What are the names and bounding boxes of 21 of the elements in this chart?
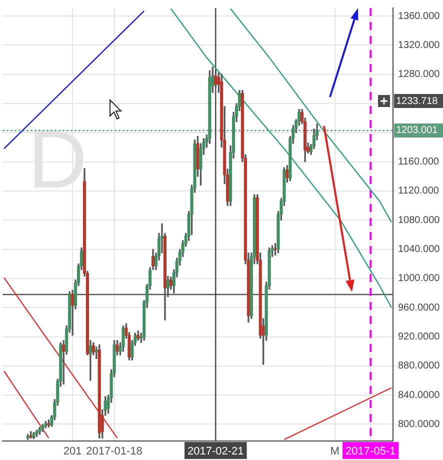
y-tick-label: 800.0000 (398, 418, 440, 430)
y-tick-label: 1120.000 (398, 186, 440, 197)
y-tick-label: 1000.000 (398, 273, 440, 284)
x-tick-label: 201 (63, 446, 82, 458)
y-tick-label: 1040.000 (398, 244, 440, 256)
y-tick-label: 1320.000 (398, 40, 440, 51)
ref-line-label: 1203.001 (396, 125, 438, 136)
x-tick-label: 2017-02-21 (188, 446, 244, 458)
x-tick-label: 2017-05-1 (346, 446, 396, 458)
text: 1233.718 (396, 96, 438, 107)
y-tick-label: 1080.000 (398, 214, 440, 226)
y-tick-label: 1360.000 (398, 10, 440, 22)
y-tick-label: 960.0000 (398, 302, 440, 314)
y-tick-label: 1160.000 (398, 156, 440, 168)
y-tick-label: 1280.000 (398, 69, 440, 80)
candlestick (32, 433, 36, 438)
x-tick-label: 2017-01-18 (86, 446, 142, 458)
y-tick-label: 880.0000 (398, 360, 440, 372)
y-tick-label: 840.0000 (398, 390, 440, 401)
x-tick-label: M (330, 446, 340, 458)
y-tick-label: 920.0000 (398, 332, 440, 343)
